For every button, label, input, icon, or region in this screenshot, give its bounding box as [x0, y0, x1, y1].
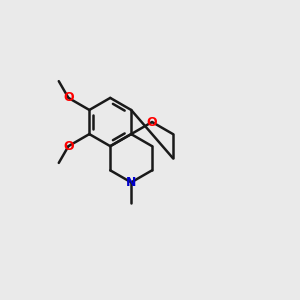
Text: O: O — [63, 92, 74, 104]
Text: O: O — [63, 140, 74, 153]
Text: N: N — [126, 176, 136, 189]
Text: O: O — [147, 116, 158, 128]
